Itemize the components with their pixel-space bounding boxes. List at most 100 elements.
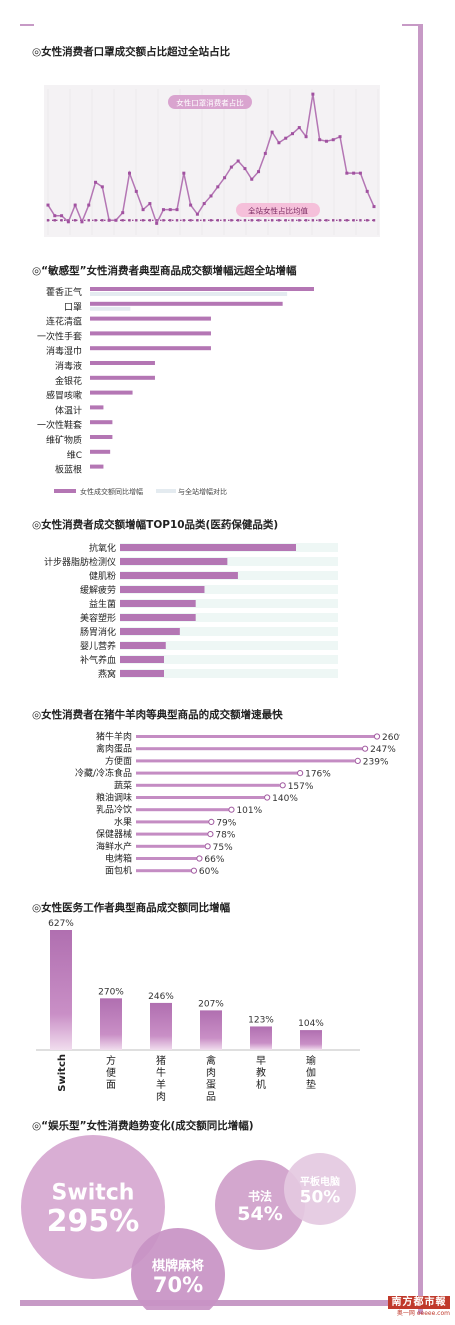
category-label: 方便面: [105, 755, 132, 767]
bar-female: [90, 464, 104, 469]
category-label: 瑜伽垫: [306, 1054, 316, 1091]
series-point-female: [318, 138, 322, 142]
series-point-avg: [148, 219, 152, 222]
series-point-female: [182, 171, 186, 175]
bar-female: [90, 420, 113, 425]
series-point-female: [284, 136, 288, 140]
category-label: 维矿物质: [46, 434, 82, 446]
category-label: 方便面: [106, 1054, 116, 1091]
series-point-avg: [94, 219, 97, 222]
category-label-char: 便: [106, 1066, 116, 1079]
bar-female: [90, 316, 211, 321]
category-label: 早教机: [256, 1055, 266, 1091]
category-label-char: 猪: [156, 1055, 166, 1067]
series-point-avg: [291, 219, 294, 222]
category-label-char: 早: [256, 1055, 266, 1067]
bar-female: [90, 435, 113, 439]
category-label: 维C: [67, 449, 82, 461]
bubble-value-label: 70%: [153, 1273, 203, 1297]
series-point-female: [365, 189, 369, 193]
series-point-female: [297, 126, 301, 130]
series-point-female: [94, 180, 98, 184]
logo-line1: 南方都市報: [388, 1296, 450, 1309]
bar-female: [90, 449, 111, 454]
bar: [136, 869, 191, 873]
bar-female: [90, 301, 283, 306]
category-label-char: 瑜: [306, 1054, 316, 1067]
bar-female: [90, 390, 133, 395]
bar: [120, 586, 205, 593]
series-point-avg: [121, 219, 124, 222]
series-point-avg: [250, 219, 253, 222]
series-point-female: [107, 218, 111, 222]
series-point-avg: [209, 219, 213, 222]
series-point-female: [134, 189, 138, 193]
column: [100, 998, 122, 1050]
bar: [120, 656, 164, 663]
category-label: 缓解疲劳: [80, 584, 116, 596]
series-point-female: [168, 208, 172, 212]
series-point-avg: [284, 219, 287, 222]
series-point-avg: [169, 219, 172, 222]
series-point-female: [60, 214, 64, 218]
bar: [136, 747, 363, 751]
bar: [136, 844, 205, 848]
bubble: [215, 1160, 305, 1250]
series-point-female: [189, 203, 193, 207]
category-label-char: 禽: [206, 1054, 216, 1067]
logo-line2: 奥一网 oeeee.com: [396, 1310, 450, 1317]
bar: [136, 820, 209, 824]
series-point-avg: [60, 219, 63, 222]
series-point-female: [53, 214, 57, 218]
category-label: 粮油调味: [96, 792, 132, 804]
bar-female: [90, 346, 211, 351]
section-title-medical: ◎女性医务工作者典型商品成交额同比增幅: [32, 902, 231, 914]
bar-end-marker: [264, 794, 271, 801]
category-label: 保健器械: [96, 828, 132, 840]
series-point-avg: [135, 219, 138, 222]
category-label-char: 肉: [206, 1066, 216, 1079]
legend-swatch-site: [156, 489, 176, 493]
series-point-avg: [366, 219, 369, 222]
series-point-avg: [332, 219, 335, 222]
series-point-female: [338, 135, 342, 139]
series-point-female: [291, 132, 294, 136]
series-point-female: [243, 167, 247, 171]
value-label: 270%: [98, 987, 124, 997]
series-label-avg: 全站女性占比均值: [248, 206, 308, 216]
series-point-avg: [298, 219, 301, 222]
bar-site: [90, 306, 131, 311]
category-label-char: 牛: [156, 1066, 166, 1079]
series-point-avg: [203, 219, 206, 222]
bar: [120, 600, 196, 607]
bar-female: [90, 375, 155, 380]
series-point-female: [114, 218, 118, 222]
category-label-char: 伽: [306, 1066, 316, 1079]
series-point-avg: [46, 219, 50, 222]
category-label: 美容塑形: [80, 612, 116, 624]
section-title-sensitive: ◎“敏感型”女性消费者典型商品成交额增幅远超全站增幅: [32, 265, 297, 277]
category-label-char: 方: [106, 1054, 116, 1067]
category-label: 蔬菜: [114, 779, 132, 791]
section-title-entertain: ◎“娱乐型”女性消费趋势变化(成交额同比增幅): [32, 1120, 254, 1132]
column: [150, 1002, 172, 1050]
category-label: 消毒液: [55, 360, 82, 372]
legend-swatch-female: [54, 489, 76, 493]
value-label: 79%: [216, 818, 236, 828]
category-label: 益生菌: [89, 598, 116, 610]
series-point-female: [161, 208, 165, 212]
bar: [136, 771, 298, 775]
bar-end-marker: [207, 831, 214, 838]
bubble-category-label: Switch: [52, 1181, 135, 1206]
value-label: 157%: [288, 782, 314, 792]
category-label-char: 教: [256, 1066, 266, 1079]
series-point-avg: [236, 219, 240, 222]
category-label: 口罩: [64, 302, 82, 313]
bar-female: [90, 405, 104, 410]
series-point-avg: [87, 219, 90, 222]
value-label: 627%: [48, 919, 74, 929]
category-label: 电烤箱: [105, 853, 132, 865]
